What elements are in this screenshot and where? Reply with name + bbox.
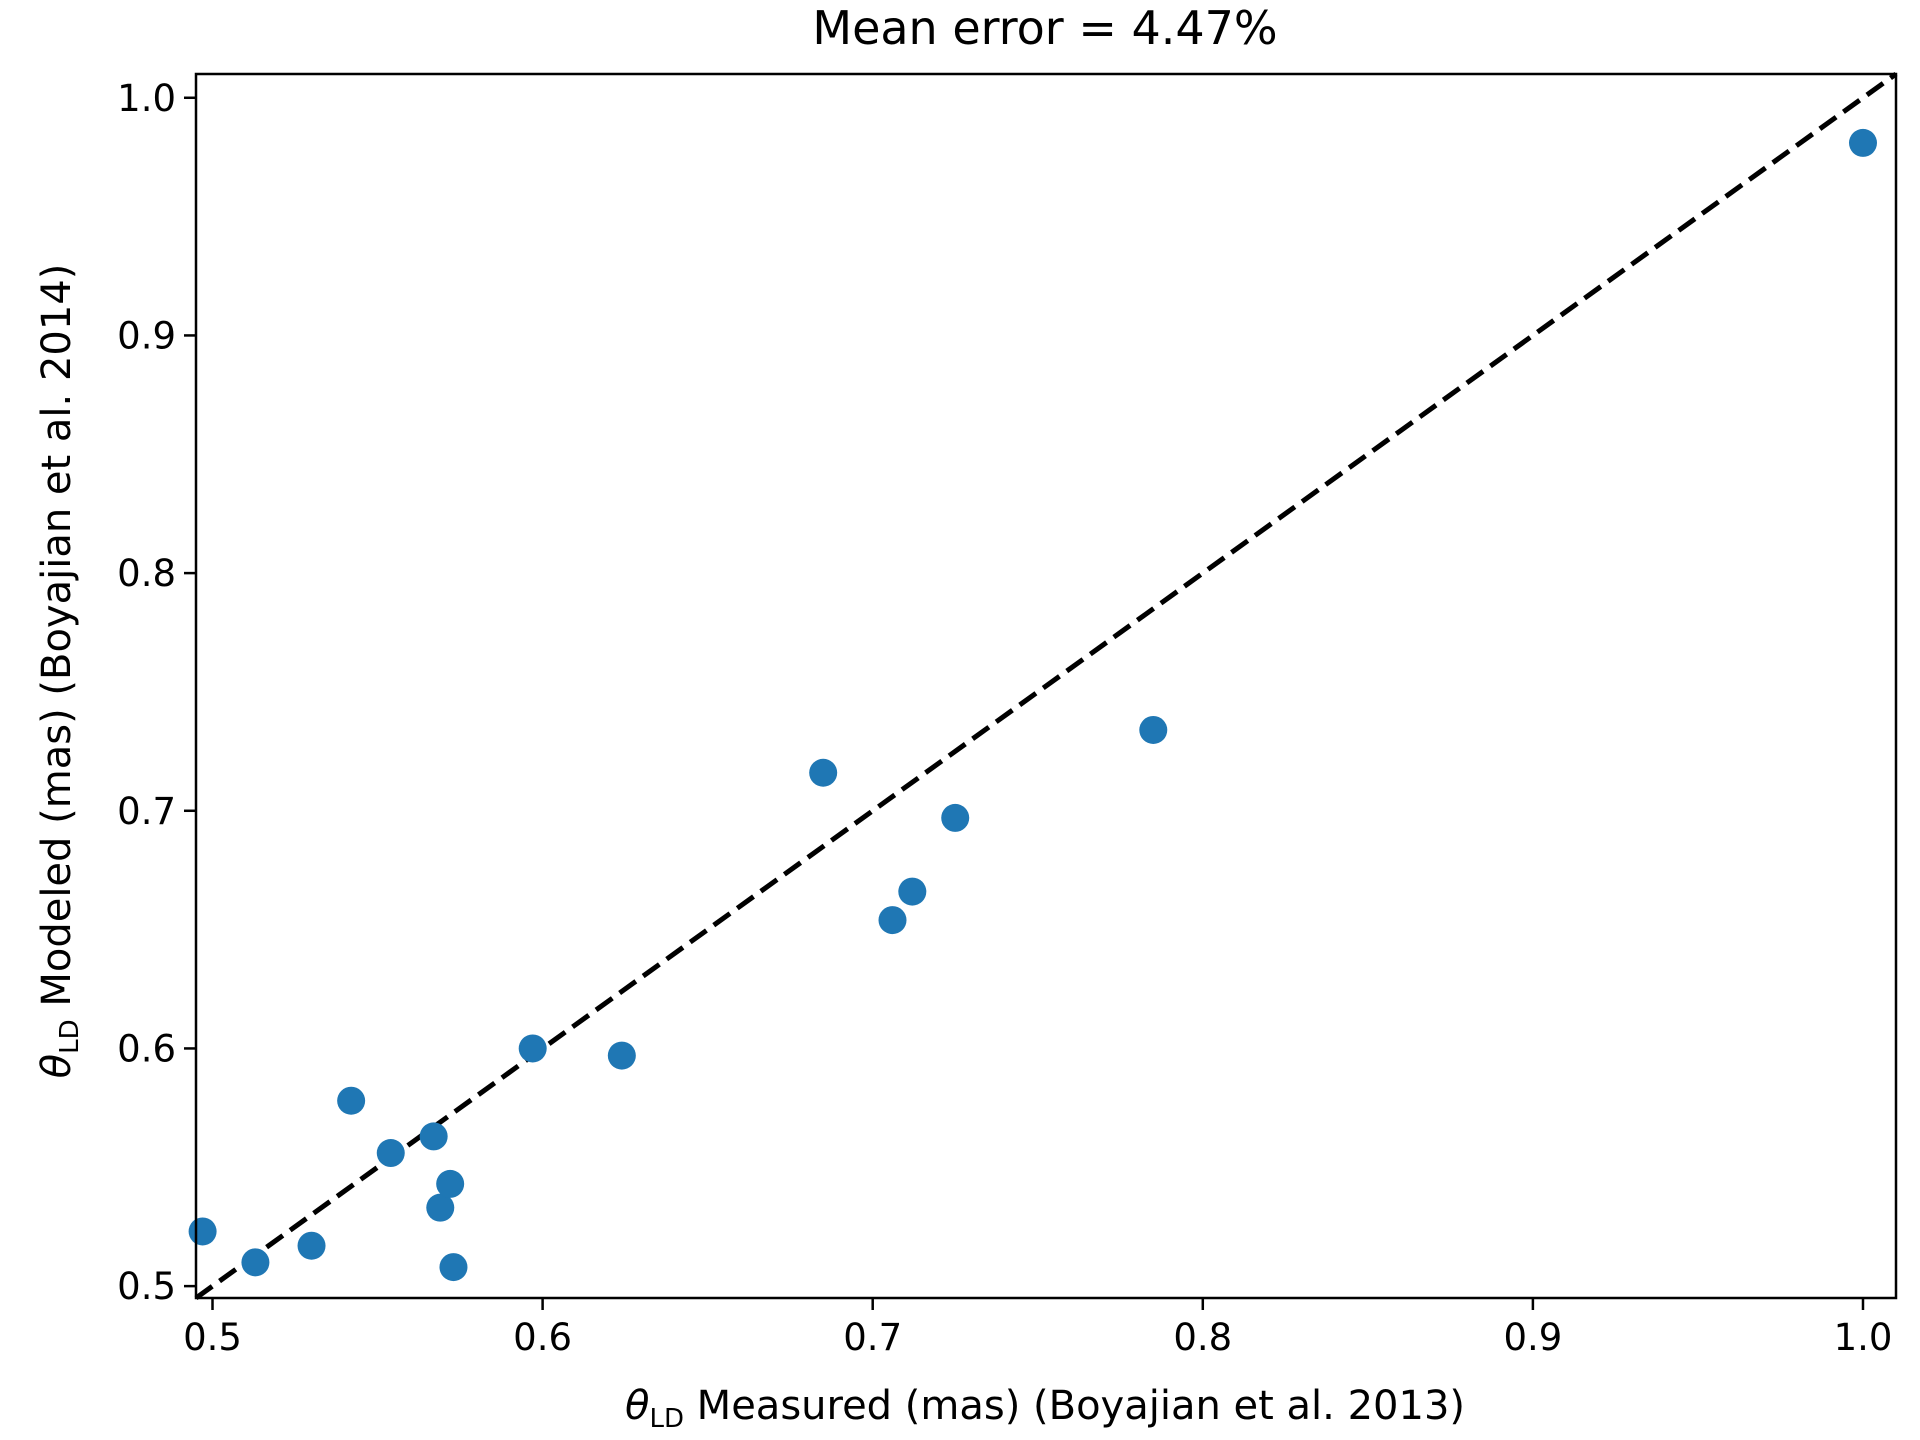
y-axis-label-text: Modeled (mas) (Boyajian et al. 2014) — [34, 264, 80, 1020]
data-point-6 — [419, 1122, 448, 1151]
data-point-15 — [941, 803, 970, 832]
x-axis-label-subscript: LD — [649, 1404, 684, 1434]
plot-area — [188, 71, 1898, 1301]
y-tick-label-5: 0.9 — [117, 314, 176, 357]
data-point-17 — [1848, 128, 1877, 157]
chart-title: Mean error = 4.47% — [812, 1, 1277, 55]
y-axis-ticks: 0.5 0.6 0.7 0.8 0.9 1.0 — [117, 77, 196, 1308]
data-point-9 — [439, 1253, 468, 1282]
data-point-10 — [518, 1034, 547, 1063]
data-point-4 — [337, 1086, 366, 1115]
y-tick-label-2: 0.6 — [117, 1027, 176, 1070]
data-point-13 — [878, 906, 907, 935]
data-points — [188, 128, 1877, 1282]
plot-frame — [194, 72, 1898, 1300]
x-axis-label-text: Measured (mas) (Boyajian et al. 2013) — [684, 1383, 1465, 1429]
x-axis-ticks: 0.5 0.6 0.7 0.8 0.9 1.0 — [183, 1298, 1892, 1359]
data-point-14 — [898, 877, 927, 906]
data-point-5 — [376, 1139, 405, 1168]
x-tick-label-3: 0.7 — [843, 1316, 902, 1359]
x-tick-label-5: 0.9 — [1503, 1316, 1562, 1359]
x-tick-label-2: 0.6 — [513, 1316, 572, 1359]
data-point-8 — [436, 1169, 465, 1198]
data-point-12 — [809, 758, 838, 787]
data-point-1 — [188, 1217, 217, 1246]
x-tick-label-6: 1.0 — [1834, 1316, 1893, 1359]
reference-line-y-equals-x — [194, 71, 1898, 1301]
y-tick-label-1: 0.5 — [117, 1265, 176, 1308]
x-axis-label-symbol: θ — [625, 1383, 649, 1429]
data-point-16 — [1139, 715, 1168, 744]
data-point-3 — [297, 1231, 326, 1260]
y-tick-label-6: 1.0 — [117, 77, 176, 120]
data-point-2 — [241, 1248, 270, 1277]
y-axis-label: θLD Modeled (mas) (Boyajian et al. 2014) — [34, 264, 85, 1079]
y-axis-label-subscript: LD — [55, 1019, 85, 1054]
y-tick-label-4: 0.8 — [117, 552, 176, 595]
x-tick-label-1: 0.5 — [183, 1316, 242, 1359]
x-axis-label: θLD Measured (mas) (Boyajian et al. 2013… — [625, 1383, 1465, 1434]
y-tick-label-3: 0.7 — [117, 790, 176, 833]
data-point-7 — [426, 1193, 455, 1222]
y-axis-label-symbol: θ — [34, 1054, 80, 1078]
data-point-11 — [607, 1041, 636, 1070]
x-tick-label-4: 0.8 — [1173, 1316, 1232, 1359]
